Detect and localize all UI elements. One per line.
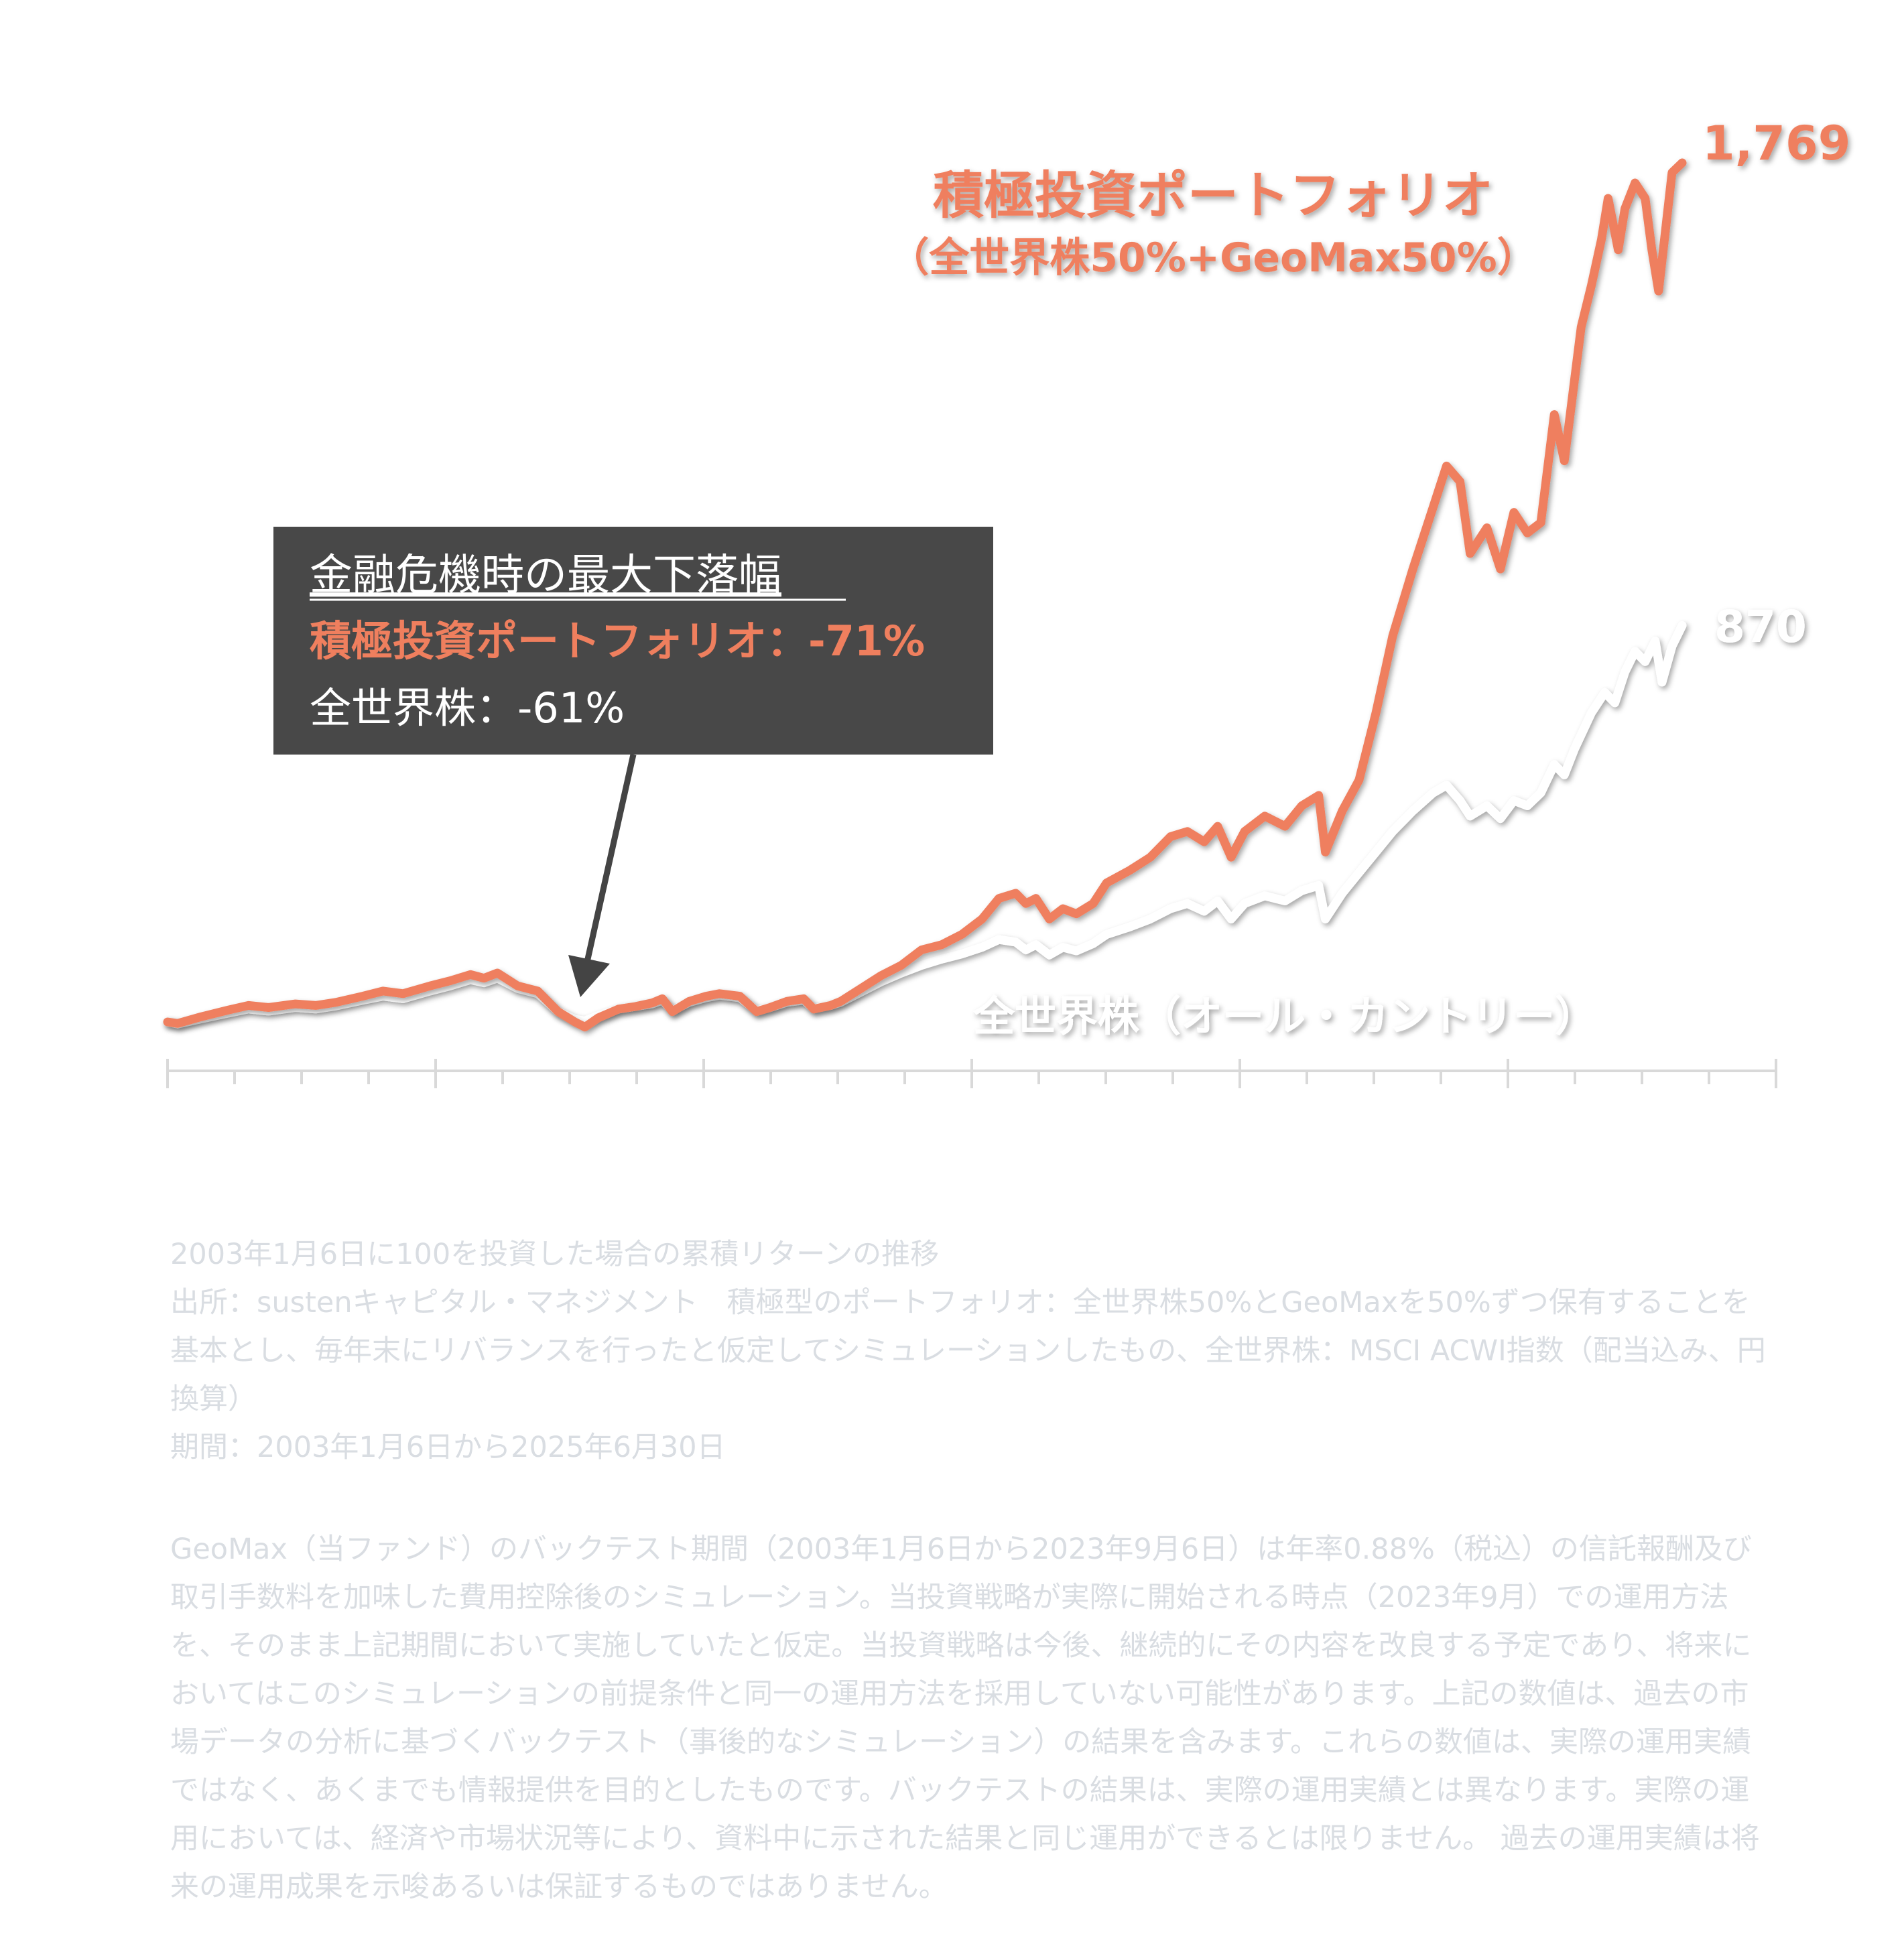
callout-title: 金融危機時の最大下落幅 (310, 551, 781, 600)
callout-box (273, 527, 993, 755)
x-axis (166, 1059, 1777, 1088)
note-line-3: 期間：2003年1月6日から2025年6月30日 (170, 1431, 726, 1464)
note-line-2: 出所：sustenキャピタル・マネジメント 積極型のポートフォリオ：全世界株50… (170, 1286, 1766, 1416)
series-line-aggressive-portfolio (163, 158, 1687, 1032)
aggressive-end-value: 1,769 (1702, 116, 1850, 171)
source-notes: 2003年1月6日に100を投資した場合の累積リターンの推移 出所：susten… (170, 1230, 1772, 1472)
note-line-1: 2003年1月6日に100を投資した場合の累積リターンの推移 (170, 1238, 940, 1271)
aggressive-series-subtitle: （全世界株50%+GeoMax50%） (889, 235, 1537, 281)
callout-arrow-shaft (583, 754, 637, 966)
cumulative-return-chart: 積極投資ポートフォリオ （全世界株50%+GeoMax50%） 1,769 87… (163, 116, 1850, 1088)
world-series-title: 全世界株（オール・カントリー） (972, 992, 1596, 1041)
disclaimer-text: GeoMax（当ファンド）のバックテスト期間（2003年1月6日から2023年9… (170, 1533, 1760, 1904)
callout-aggressive-drawdown: 積極投資ポートフォリオ：-71% (310, 617, 925, 665)
disclaimer: GeoMax（当ファンド）のバックテスト期間（2003年1月6日から2023年9… (170, 1525, 1772, 1911)
series-line-world-stocks (163, 621, 1687, 1029)
callout-world-drawdown: 全世界株：-61% (310, 684, 625, 732)
aggressive-series-title: 積極投資ポートフォリオ (933, 166, 1493, 225)
world-end-value: 870 (1714, 601, 1807, 653)
callout-arrow-head (568, 955, 610, 997)
